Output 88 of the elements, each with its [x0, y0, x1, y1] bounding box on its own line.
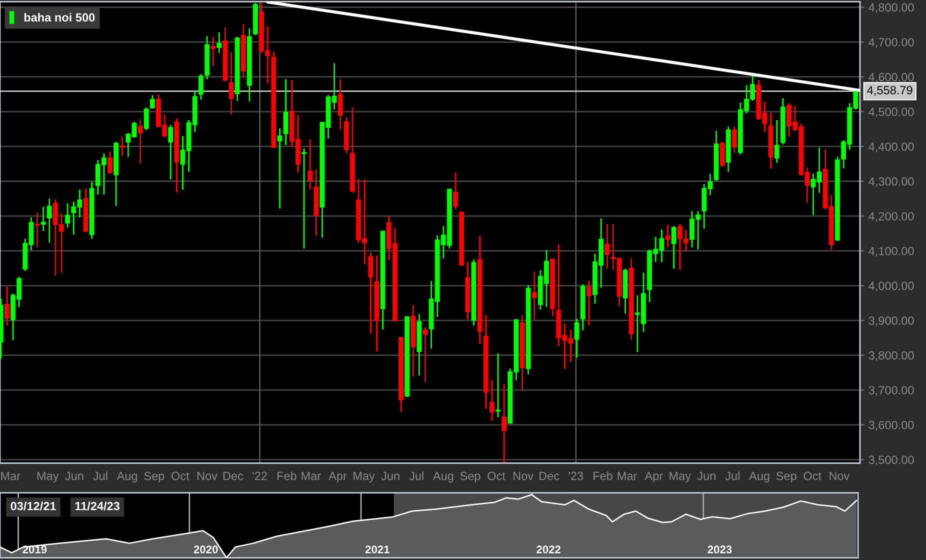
- candlestick: [198, 73, 204, 100]
- x-tick-label: Jul: [725, 471, 740, 480]
- y-tick-label: 4,800.00: [868, 3, 914, 14]
- candlestick: [46, 198, 52, 244]
- annotation: 03/12/21: [10, 502, 56, 510]
- x-tick-label: Nov: [197, 472, 218, 480]
- candlestick: [283, 78, 288, 146]
- candlestick: [502, 383, 506, 464]
- candlestick: [120, 136, 125, 157]
- x-tick-label: Oct: [172, 472, 190, 480]
- x-tick-label: Oct: [488, 472, 506, 480]
- y-tick-label: 4,200.00: [868, 212, 914, 222]
- candlestick: [532, 271, 537, 320]
- candlestick: [774, 119, 780, 164]
- x-tick-label: Apr: [328, 472, 347, 482]
- candlestick: [228, 52, 234, 116]
- candlestick: [453, 172, 458, 210]
- y-tick-label: 4,300.00: [868, 177, 914, 188]
- x-tick-label: Sep: [144, 472, 164, 482]
- candlestick: [4, 286, 10, 326]
- candlestick: [732, 126, 737, 154]
- candlestick: [489, 380, 494, 422]
- x-tick-label: Mar: [618, 472, 637, 480]
- x-tick-label: 2020: [194, 546, 218, 554]
- x-tick-label: Aug: [749, 472, 770, 482]
- candlestick: [216, 32, 222, 54]
- x-tick-label: May: [37, 472, 59, 482]
- candlestick: [671, 225, 676, 270]
- x-tick-label: Jun: [65, 472, 84, 480]
- y-tick-label: 3,700.00: [868, 386, 914, 396]
- x-tick-label: Jun: [381, 472, 400, 480]
- x-tick-label: Jul: [93, 471, 108, 480]
- annotation: 11/24/23: [75, 502, 120, 510]
- legend-label: baha noi 500: [24, 12, 95, 22]
- y-tick-label: 3,900.00: [868, 316, 914, 326]
- candlestick: [604, 223, 610, 270]
- candlestick: [574, 318, 580, 358]
- ref-line-label: 4,558.79: [867, 86, 912, 96]
- candlestick: [302, 148, 306, 250]
- y-tick-label: 4,500.00: [868, 108, 914, 118]
- candlestick: [338, 78, 343, 130]
- y-tick-label: 4,000.00: [868, 282, 914, 292]
- candlestick: [168, 124, 174, 180]
- x-tick-label: Dec: [540, 472, 560, 480]
- y-tick-label: 4,600.00: [868, 72, 914, 83]
- x-tick-label: May: [670, 472, 691, 482]
- x-tick-label: Feb: [594, 471, 612, 480]
- x-tick-label: Mar: [302, 472, 321, 480]
- candlestick: [368, 252, 374, 334]
- x-tick-label: Jul: [409, 471, 424, 480]
- x-tick-label: Nov: [830, 472, 850, 480]
- candlestick: [108, 150, 112, 174]
- x-tick-label: '22: [252, 472, 267, 480]
- x-tick-label: '23: [568, 472, 584, 480]
- candlestick: [586, 280, 592, 326]
- candlestick: [210, 36, 216, 67]
- y-tick-label: 4,700.00: [868, 38, 914, 48]
- x-tick-label: Apr: [644, 472, 663, 482]
- candlestick: [144, 106, 149, 131]
- x-tick-label: Oct: [804, 472, 822, 480]
- candlestick: [277, 128, 282, 210]
- y-tick-label: 4,100.00: [868, 246, 914, 257]
- candlestick: [138, 118, 143, 164]
- candlestick: [422, 326, 428, 383]
- x-tick-label: Aug: [116, 472, 138, 482]
- y-tick-label: 3,500.00: [868, 456, 914, 466]
- y-tick-label: 4,400.00: [868, 142, 914, 152]
- x-tick-label: Feb: [277, 471, 296, 480]
- x-tick-label: Aug: [432, 472, 454, 482]
- x-tick-label: 2023: [708, 546, 732, 554]
- candlestick: [496, 352, 500, 418]
- candlestick: [665, 224, 670, 248]
- x-tick-label: Mar: [1, 472, 20, 480]
- x-tick-label: 2021: [365, 546, 390, 554]
- y-tick-label: 3,800.00: [868, 351, 914, 362]
- x-tick-label: Dec: [223, 472, 244, 480]
- x-tick-label: Sep: [460, 472, 480, 482]
- x-tick-label: Nov: [514, 472, 534, 480]
- candlestick: [40, 206, 46, 232]
- y-tick-label: 3,600.00: [868, 420, 914, 431]
- candlestick: [65, 202, 70, 228]
- x-tick-label: Sep: [776, 472, 796, 482]
- x-tick-label: 2022: [536, 546, 560, 554]
- candlestick: [308, 138, 312, 190]
- candlestick: [720, 141, 725, 168]
- x-tick-label: Jun: [697, 472, 716, 480]
- candlestick: [150, 94, 155, 110]
- x-tick-label: May: [354, 472, 375, 482]
